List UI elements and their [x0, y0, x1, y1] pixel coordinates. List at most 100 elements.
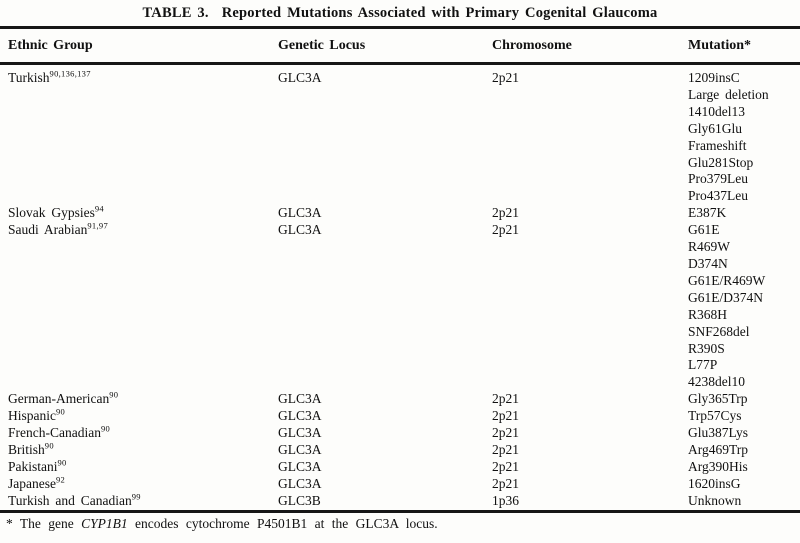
ethnic-group-label: Turkish: [8, 70, 50, 85]
table-caption: Reported Mutations Associated with Prima…: [221, 5, 658, 21]
table-row: Turkish90,136,137 GLC3A 2p21 1209insC Large …: [0, 64, 800, 206]
table-row: Pakistani90 GLC3A 2p21 Arg390His: [0, 457, 800, 476]
mutation-line: Arg390His: [688, 458, 748, 474]
chromosome-cell: 2p21: [492, 222, 519, 238]
mutation-line: 4238del10: [688, 374, 745, 390]
column-header-ethnic-group: Ethnic Group: [0, 27, 278, 65]
ethnic-group-cell: Turkish90,136,137: [0, 64, 278, 206]
ethnic-group-cell: British90: [0, 440, 278, 459]
mutation-line: Frameshift: [688, 137, 747, 153]
table-number-label: TABLE 3.: [142, 5, 209, 21]
mutation-cell: Gly365Trp: [688, 391, 800, 408]
footnote: * The gene CYP1B1 encodes cytochrome P45…: [6, 516, 438, 532]
mutation-cell: Unknown: [688, 493, 800, 511]
genetic-locus-cell: GLC3B: [278, 492, 321, 508]
reference-superscript: 99: [131, 491, 141, 502]
table-row: Saudi Arabian91,97 GLC3A 2p21 G61E R469W D374…: [0, 220, 800, 391]
chromosome-cell: 1p36: [492, 492, 519, 508]
ethnic-group-label: Slovak Gypsies: [8, 205, 95, 221]
mutation-cell: 1620insG: [688, 476, 800, 493]
ethnic-group-label: French-Canadian: [8, 425, 101, 441]
reference-superscript: 91,97: [87, 220, 108, 231]
mutation-line: 1209insC: [688, 70, 740, 85]
mutation-cell: 1209insC Large deletion 1410del13 Gly61Glu F…: [688, 64, 800, 206]
ethnic-group-cell: Turkish and Canadian99: [0, 491, 278, 511]
reference-superscript: 90: [44, 440, 54, 451]
ethnic-group-cell: German-American90: [0, 389, 278, 408]
mutation-line: R469W: [688, 239, 730, 255]
chromosome-cell: 2p21: [492, 408, 519, 424]
ethnic-group-label: German-American: [8, 391, 110, 407]
footnote-text-2: encodes cytochrome P4501B1 at the GLC3A …: [135, 516, 438, 531]
genetic-locus-cell: GLC3A: [278, 205, 322, 221]
mutation-cell: Trp57Cys: [688, 408, 800, 425]
mutation-line: Glu281Stop: [688, 154, 754, 170]
mutation-line: R368H: [688, 306, 728, 322]
reference-superscript: 90: [57, 457, 67, 468]
mutation-line: R390S: [688, 340, 725, 356]
ethnic-group-label: British: [8, 441, 45, 457]
mutation-line: Pro379Leu: [688, 171, 748, 187]
mutation-line: G61E/R469W: [688, 272, 766, 288]
table-row: German-American90 GLC3A 2p21 Gly365Trp: [0, 389, 800, 408]
chromosome-cell: 2p21: [492, 70, 519, 85]
mutation-line: 1410del13: [688, 103, 745, 119]
ethnic-group-cell: Slovak Gypsies94: [0, 205, 278, 222]
chromosome-cell: 2p21: [492, 391, 519, 407]
mutation-line: Trp57Cys: [688, 408, 742, 424]
chromosome-cell: 2p21: [492, 205, 519, 221]
mutations-table: Ethnic Group Genetic Locus Chromosome Mu…: [0, 26, 800, 513]
mutation-line: Pro437Leu: [688, 188, 748, 204]
ethnic-group-cell: Hispanic90: [0, 407, 278, 425]
table-row: Turkish and Canadian99 GLC3B 1p36 Unknown: [0, 491, 800, 511]
table-header: Ethnic Group Genetic Locus Chromosome Mu…: [0, 27, 800, 65]
genetic-locus-cell: GLC3A: [278, 70, 322, 85]
table-row: Japanese92 GLC3A 2p21 1620insG: [0, 474, 800, 493]
mutation-line: D374N: [688, 255, 728, 271]
reference-superscript: 90: [109, 389, 119, 400]
mutation-cell: G61E R469W D374N G61E/R469W G61E/D374N R368H S…: [688, 222, 800, 391]
table-body: Turkish90,136,137 GLC3A 2p21 1209insC Large …: [0, 64, 800, 512]
chromosome-cell: 2p21: [492, 458, 519, 474]
mutation-cell: Glu387Lys: [688, 425, 800, 442]
genetic-locus-cell: GLC3A: [278, 441, 322, 457]
reference-superscript: 92: [55, 474, 66, 485]
mutation-line: Arg469Trp: [688, 441, 749, 457]
header-row: Ethnic Group Genetic Locus Chromosome Mu…: [0, 27, 800, 65]
column-header-genetic-locus: Genetic Locus: [278, 27, 492, 65]
genetic-locus-cell: GLC3A: [278, 222, 322, 238]
ethnic-group-cell: Saudi Arabian91,97: [0, 220, 278, 391]
reference-superscript: 90: [100, 423, 111, 434]
mutation-line: Glu387Lys: [688, 425, 749, 441]
reference-superscript: 94: [94, 203, 104, 214]
reference-superscript: 90,136,137: [49, 68, 91, 79]
mutation-line: Gly61Glu: [688, 120, 742, 136]
mutation-cell: E387K: [688, 205, 800, 222]
table-title: TABLE 3. Reported Mutations Associated wi…: [0, 5, 800, 22]
ethnic-group-cell: Pakistani90: [0, 457, 278, 476]
mutation-line: G61E/D374N: [688, 289, 763, 305]
table-row: French-Canadian90 GLC3A 2p21 Glu387Lys: [0, 423, 800, 442]
table-row: Slovak Gypsies94 GLC3A 2p21 E387K: [0, 205, 800, 222]
ethnic-group-label: Saudi Arabian: [8, 222, 88, 238]
ethnic-group-label: Hispanic: [8, 408, 56, 424]
genetic-locus-cell: GLC3A: [278, 458, 322, 474]
table-row: Hispanic90 GLC3A 2p21 Trp57Cys: [0, 407, 800, 425]
footnote-gene-name: CYP1B1: [81, 516, 128, 531]
genetic-locus-cell: GLC3A: [278, 475, 322, 491]
mutation-line: L77P: [688, 357, 718, 373]
ethnic-group-label: Pakistani: [8, 458, 58, 474]
table-row: British90 GLC3A 2p21 Arg469Trp: [0, 440, 800, 459]
mutation-cell: Arg390His: [688, 459, 800, 476]
genetic-locus-cell: GLC3A: [278, 408, 322, 424]
mutation-line: Large deletion: [688, 86, 769, 102]
ethnic-group-cell: Japanese92: [0, 474, 278, 493]
footnote-marker: *: [6, 516, 13, 531]
column-header-mutation: Mutation*: [688, 27, 800, 65]
mutation-line: Gly365Trp: [688, 391, 748, 407]
mutation-line: Unknown: [688, 492, 742, 508]
column-header-chromosome: Chromosome: [492, 27, 688, 65]
chromosome-cell: 2p21: [492, 425, 519, 441]
ethnic-group-label: Japanese: [8, 475, 56, 491]
